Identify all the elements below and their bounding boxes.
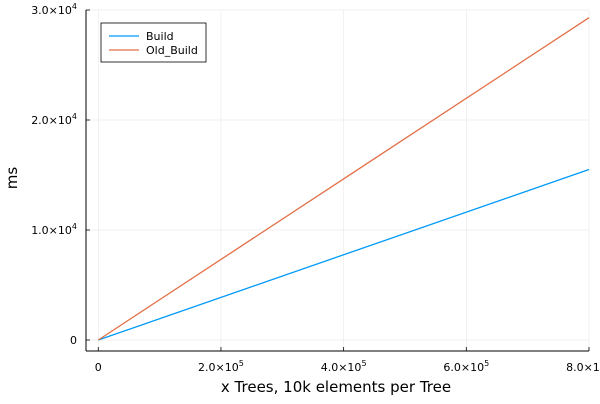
x-tick-label: 8.0×105 [566, 359, 600, 374]
legend-label: Build [146, 30, 174, 43]
legend-box [100, 22, 207, 63]
series-line-build [98, 168, 590, 341]
x-tick-label: 2.0×105 [198, 359, 244, 374]
y-tick-label: 1.0×104 [31, 222, 77, 237]
legend-label: Old_Build [146, 44, 198, 57]
y-tick-label: 2.0×104 [31, 112, 77, 127]
x-tick-label: 4.0×105 [321, 359, 367, 374]
series-line-old-build [97, 17, 590, 341]
x-axis-title: x Trees, 10k elements per Tree [221, 378, 451, 396]
x-tick-label: 0 [95, 361, 102, 374]
y-tick-label: 3.0×104 [31, 2, 77, 17]
x-tick-label: 6.0×105 [443, 359, 489, 374]
y-tick-label: 0 [70, 334, 77, 347]
y-axis-title: ms [3, 167, 21, 190]
